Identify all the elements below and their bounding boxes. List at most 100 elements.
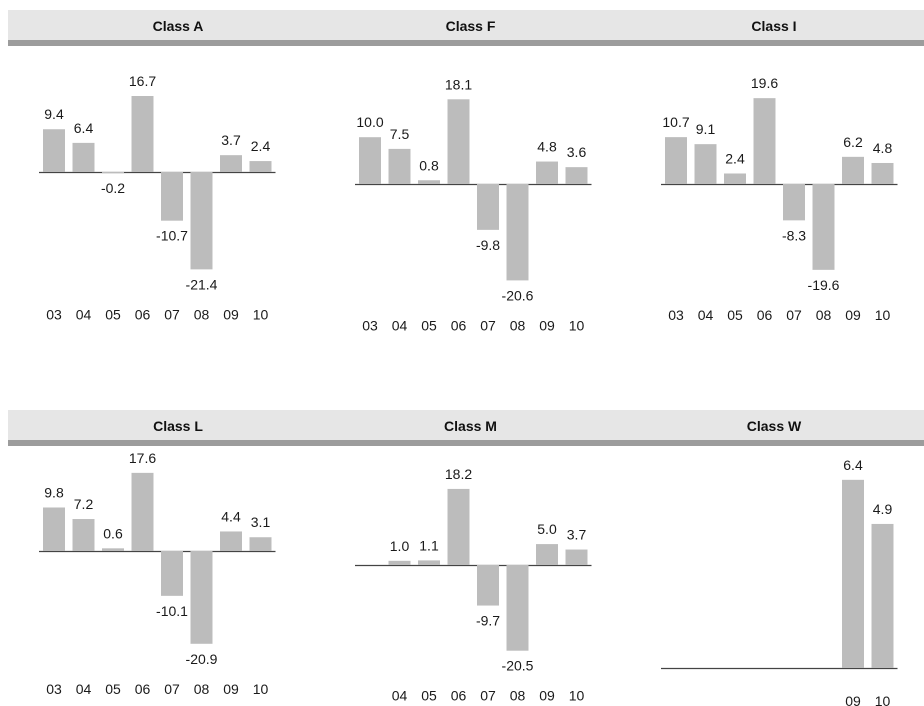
x-tick-label: 08 bbox=[194, 681, 210, 697]
data-label: -8.3 bbox=[782, 227, 806, 243]
data-label: 7.5 bbox=[390, 126, 410, 142]
data-label: -10.7 bbox=[156, 228, 188, 244]
bar bbox=[102, 548, 124, 551]
bar bbox=[447, 488, 470, 565]
chart-panel: 10.0 03 7.5 04 0.8 05 18.1 06 -9.8 07 -20.6 08 4.8 09… bbox=[355, 76, 592, 333]
x-tick-label: 08 bbox=[816, 307, 832, 323]
chart-panel: 1.0 04 1.1 05 18.2 06 -9.7 07 -20.5 08 5.0 09 3.7 10 bbox=[355, 466, 592, 704]
x-tick-label: 10 bbox=[253, 306, 269, 322]
bar bbox=[506, 184, 529, 281]
data-label: 9.4 bbox=[44, 106, 64, 122]
x-tick-label: 09 bbox=[539, 688, 555, 704]
chart-panel: 6.4 09 4.9 10 bbox=[661, 457, 898, 706]
chart-panel: 9.4 03 6.4 04 -0.2 05 16.7 06 -10.7 07 -21.4 08 3.7 0… bbox=[39, 73, 276, 322]
data-label: 1.1 bbox=[419, 537, 439, 553]
data-label: 17.6 bbox=[129, 450, 156, 466]
x-tick-label: 08 bbox=[194, 306, 210, 322]
bar bbox=[249, 161, 272, 172]
x-tick-label: 06 bbox=[135, 681, 151, 697]
data-label: -9.7 bbox=[476, 613, 500, 629]
x-tick-label: 04 bbox=[392, 317, 408, 333]
bar bbox=[477, 565, 499, 606]
x-tick-label: 09 bbox=[539, 317, 555, 333]
data-label: 6.2 bbox=[843, 134, 863, 150]
data-label: -21.4 bbox=[186, 276, 218, 292]
chart-panel: 9.8 03 7.2 04 0.6 05 17.6 06 -10.1 07 -20.9 08 4.4 09… bbox=[39, 450, 276, 697]
chart-title: Class A bbox=[152, 18, 204, 34]
chart-title: Class L bbox=[153, 418, 203, 434]
bar bbox=[694, 144, 717, 184]
x-tick-label: 06 bbox=[757, 307, 773, 323]
data-label: 3.6 bbox=[567, 144, 587, 160]
data-label: 10.0 bbox=[356, 114, 383, 130]
bar bbox=[536, 161, 558, 184]
bar bbox=[842, 479, 864, 668]
chart-title: Class M bbox=[444, 418, 497, 434]
data-label: -19.6 bbox=[808, 277, 840, 293]
data-label: 1.0 bbox=[390, 538, 410, 554]
data-label: -20.6 bbox=[502, 287, 534, 303]
x-tick-label: 05 bbox=[105, 681, 121, 697]
bar bbox=[161, 551, 183, 596]
data-label: 0.6 bbox=[103, 525, 123, 541]
data-label: 3.1 bbox=[251, 514, 271, 530]
data-label: 18.2 bbox=[445, 466, 472, 482]
x-tick-label: 09 bbox=[223, 306, 239, 322]
data-label: 5.0 bbox=[537, 521, 557, 537]
bar bbox=[388, 148, 411, 184]
bar bbox=[418, 180, 440, 184]
x-tick-label: 10 bbox=[253, 681, 269, 697]
bar bbox=[359, 137, 381, 184]
bar bbox=[447, 99, 470, 184]
data-label: -9.8 bbox=[476, 237, 500, 253]
x-tick-label: 05 bbox=[727, 307, 743, 323]
data-label: -0.2 bbox=[101, 180, 125, 196]
chart-title: Class I bbox=[751, 18, 797, 34]
chart-title: Class W bbox=[746, 418, 802, 434]
bar bbox=[43, 129, 65, 172]
x-tick-label: 06 bbox=[135, 306, 151, 322]
data-label: -10.1 bbox=[156, 603, 188, 619]
x-tick-label: 03 bbox=[668, 307, 684, 323]
x-tick-label: 10 bbox=[569, 688, 585, 704]
x-tick-label: 07 bbox=[164, 306, 180, 322]
data-label: 9.1 bbox=[696, 121, 716, 137]
bar bbox=[565, 167, 588, 184]
x-tick-label: 08 bbox=[510, 317, 526, 333]
data-label: -20.9 bbox=[186, 651, 218, 667]
chart-title: Class F bbox=[445, 18, 496, 34]
chart-header: Class F bbox=[317, 10, 624, 46]
bar bbox=[388, 560, 411, 565]
bar bbox=[506, 565, 529, 651]
x-tick-label: 03 bbox=[46, 681, 62, 697]
x-tick-label: 04 bbox=[392, 688, 408, 704]
data-label: 2.4 bbox=[251, 138, 271, 154]
bar bbox=[72, 519, 95, 551]
x-tick-label: 07 bbox=[480, 688, 496, 704]
bar bbox=[220, 155, 242, 172]
data-label: 3.7 bbox=[221, 132, 241, 148]
x-tick-label: 10 bbox=[875, 693, 891, 706]
data-label: -20.5 bbox=[502, 658, 534, 674]
x-tick-label: 07 bbox=[480, 317, 496, 333]
x-tick-label: 03 bbox=[46, 306, 62, 322]
bar bbox=[871, 523, 894, 668]
chart-header: Class M bbox=[317, 410, 624, 446]
x-tick-label: 08 bbox=[510, 688, 526, 704]
x-tick-label: 10 bbox=[875, 307, 891, 323]
chart-header: Class I bbox=[624, 10, 924, 46]
bar bbox=[565, 549, 588, 565]
x-tick-label: 07 bbox=[164, 681, 180, 697]
bar bbox=[724, 173, 746, 184]
chart-header: Class L bbox=[8, 410, 348, 446]
bar bbox=[72, 142, 95, 172]
data-label: 0.8 bbox=[419, 157, 439, 173]
bar bbox=[43, 507, 65, 551]
data-label: 10.7 bbox=[662, 114, 689, 130]
x-tick-label: 07 bbox=[786, 307, 802, 323]
x-tick-label: 09 bbox=[845, 693, 861, 706]
chart-panel: 10.7 03 9.1 04 2.4 05 19.6 06 -8.3 07 -19.6 08 6.2 09… bbox=[661, 75, 898, 323]
bar bbox=[842, 156, 864, 184]
